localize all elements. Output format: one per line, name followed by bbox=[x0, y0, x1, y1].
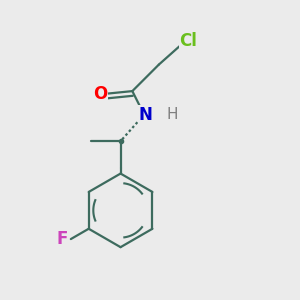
Text: Cl: Cl bbox=[179, 32, 197, 50]
Text: N: N bbox=[139, 106, 152, 124]
Text: F: F bbox=[56, 230, 68, 248]
Text: H: H bbox=[166, 107, 178, 122]
Text: O: O bbox=[93, 85, 107, 103]
